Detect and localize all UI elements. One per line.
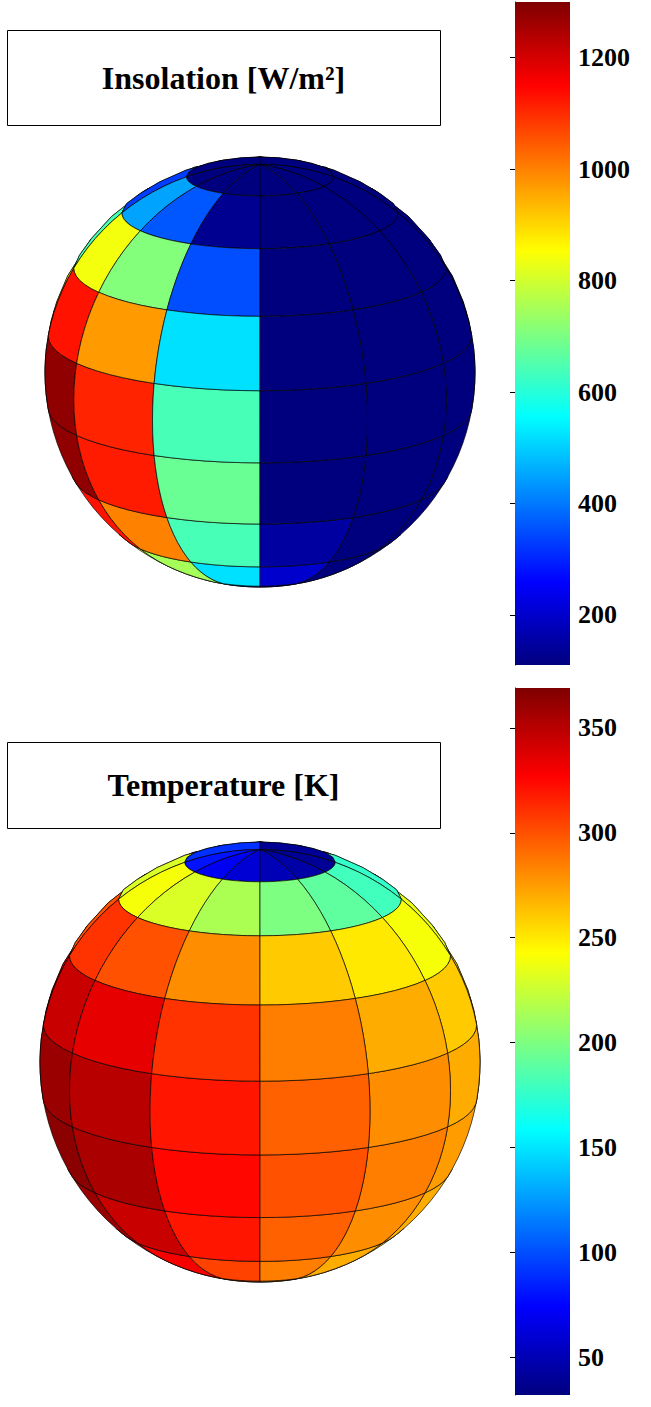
svg-text:200: 200 (578, 600, 617, 629)
svg-text:1200: 1200 (578, 43, 630, 72)
svg-text:200: 200 (578, 1028, 617, 1057)
svg-text:250: 250 (578, 923, 617, 952)
svg-text:50: 50 (578, 1343, 604, 1372)
svg-text:600: 600 (578, 378, 617, 407)
svg-text:800: 800 (578, 266, 617, 295)
svg-text:100: 100 (578, 1238, 617, 1267)
svg-text:350: 350 (578, 713, 617, 742)
svg-text:1000: 1000 (578, 155, 630, 184)
svg-text:150: 150 (578, 1133, 617, 1162)
svg-text:Insolation [W/m²]: Insolation [W/m²] (102, 60, 345, 96)
svg-text:300: 300 (578, 818, 617, 847)
svg-text:Temperature [K]: Temperature [K] (108, 767, 340, 803)
svg-text:400: 400 (578, 489, 617, 518)
